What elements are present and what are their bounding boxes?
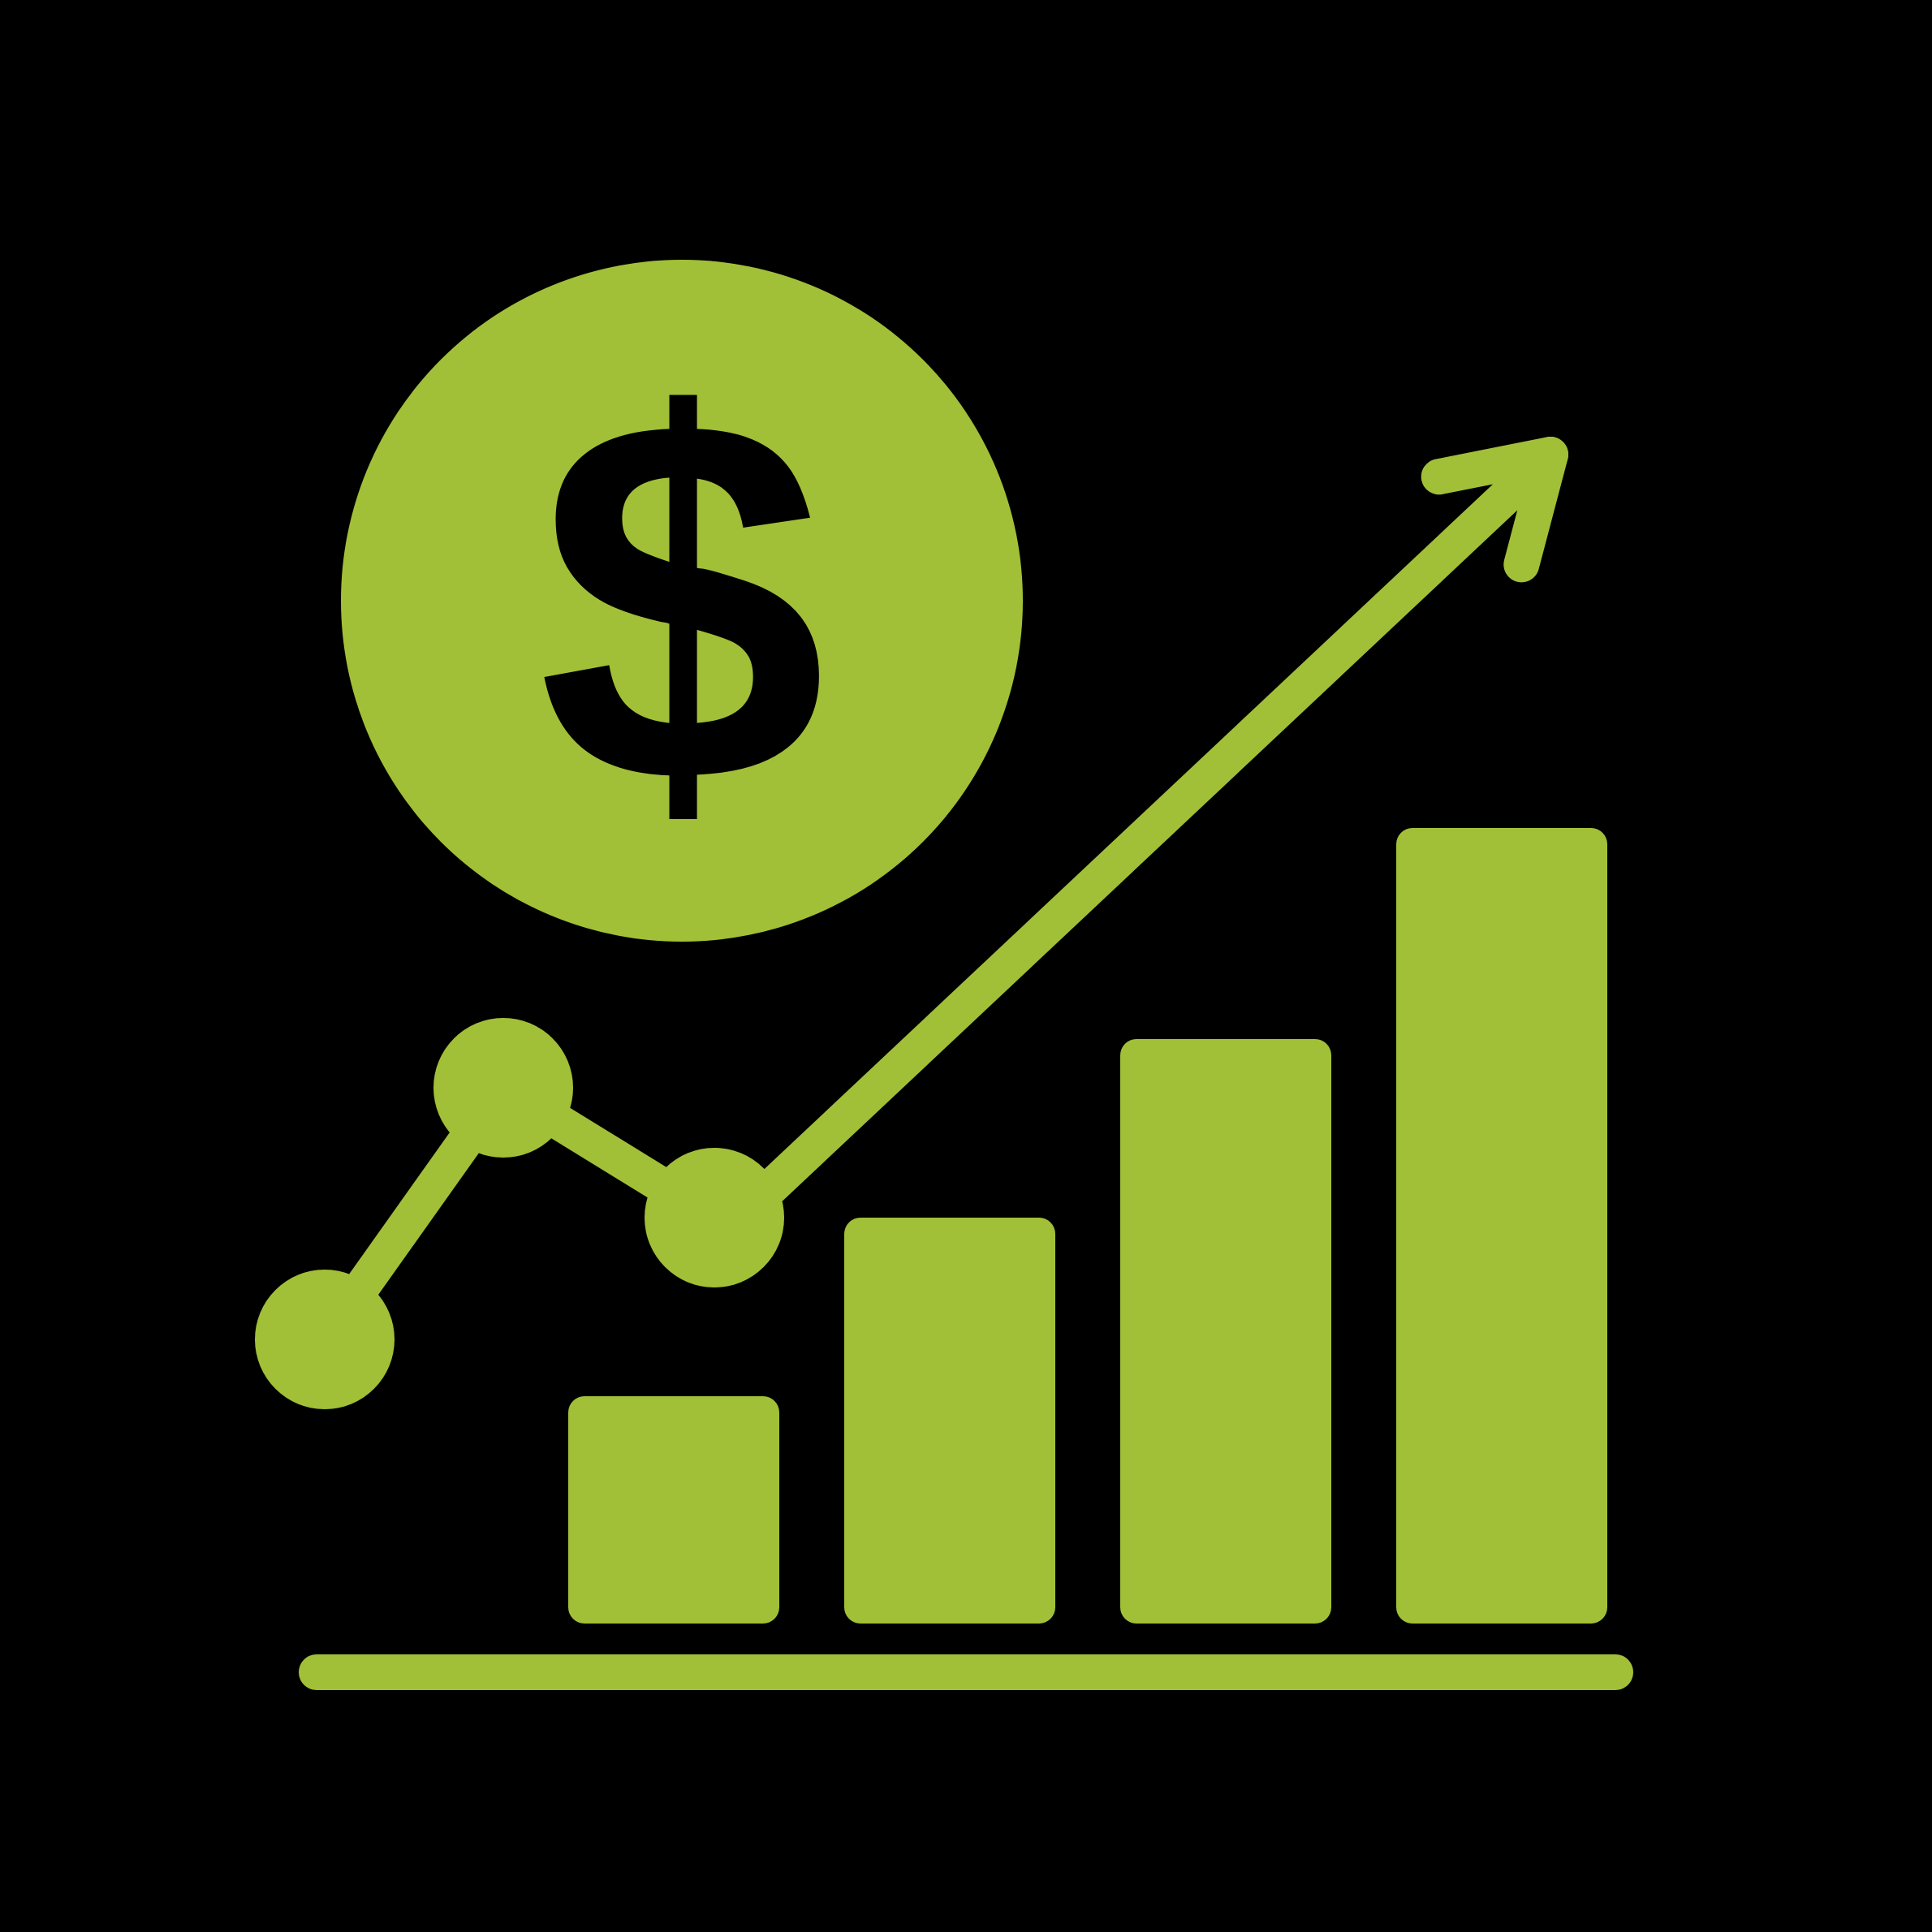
polyline-node-2 [433,1018,573,1158]
growth-chart-icon: $ [0,0,1932,1932]
growth-chart-svg: $ [0,0,1932,1932]
bar-2 [844,1218,1055,1624]
polyline-node-1 [255,1270,395,1409]
bar-4 [1396,828,1607,1624]
dollar-sign: $ [537,311,826,891]
arrow-head-2 [1439,455,1550,477]
bar-1 [568,1396,779,1624]
bar-3 [1120,1039,1331,1624]
polyline-node-3 [645,1148,784,1287]
background [0,0,1932,1932]
